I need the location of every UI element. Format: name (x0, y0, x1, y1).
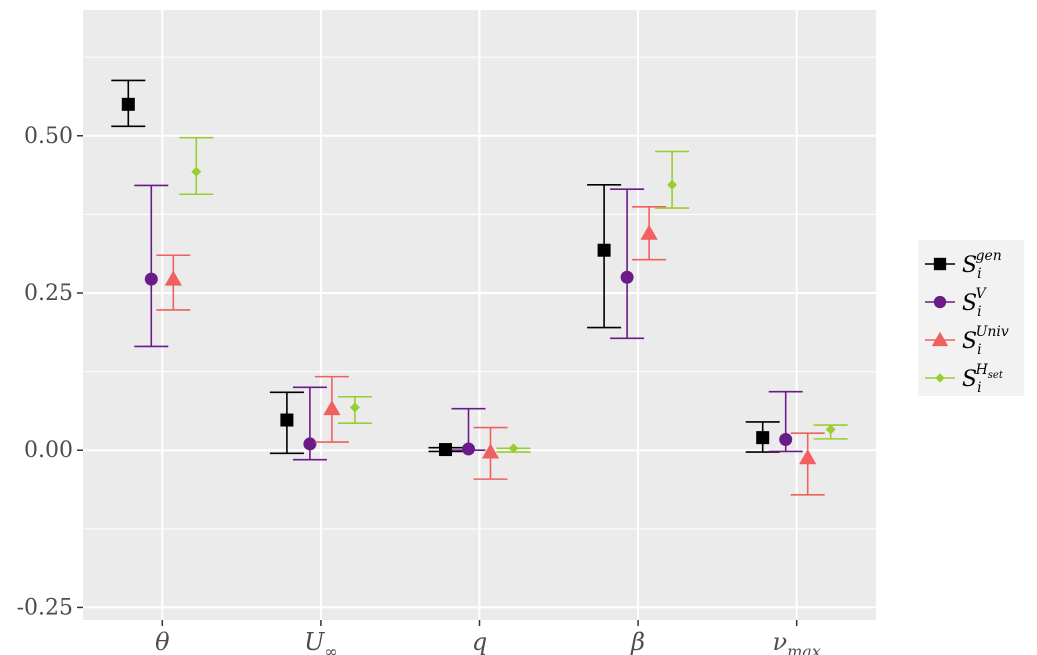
data-point-circle (462, 442, 475, 456)
series-layer (111, 79, 848, 496)
data-point-diamond (825, 424, 836, 435)
legend-key-square (933, 257, 947, 271)
legend-item: Sigen (925, 248, 1002, 282)
legend-key-diamond (935, 373, 945, 383)
x-tick-label: νmax (773, 628, 821, 655)
data-point-square (597, 243, 611, 257)
data-point-square (756, 431, 770, 445)
series-diamond (179, 136, 848, 454)
data-point-triangle (164, 270, 182, 286)
data-point-square (439, 443, 452, 457)
data-point-square (280, 413, 294, 427)
x-tick-label: β (630, 628, 645, 655)
data-point-diamond (191, 166, 202, 177)
x-tick-label: U∞ (304, 628, 338, 655)
data-point-circle (303, 437, 317, 451)
data-point-circle (779, 433, 793, 447)
legend-label: SiV (962, 286, 988, 320)
data-point-triangle (799, 449, 817, 465)
legend-label: Sigen (962, 248, 1002, 282)
y-axis: -0.25 0.00 0.25 0.50 (17, 124, 83, 620)
y-tick-label: 0.00 (24, 438, 73, 463)
legend-item: SiV (925, 286, 988, 320)
data-point-triangle (481, 443, 500, 459)
x-axis: θ U∞ q β νmax (155, 620, 821, 655)
data-point-square (121, 97, 135, 111)
legend-item: SiHset (925, 362, 1004, 396)
x-tick-label: q (472, 628, 487, 655)
data-point-triangle (323, 400, 341, 416)
y-tick-label: -0.25 (17, 595, 73, 620)
data-point-circle (144, 272, 158, 286)
legend: Sigen SiV SiUniv SiHset (918, 240, 1024, 396)
legend-label: SiUniv (962, 324, 1009, 358)
series-square (111, 79, 780, 457)
series-circle (134, 184, 803, 461)
data-point-diamond (349, 402, 360, 413)
legend-item: SiUniv (925, 324, 1009, 358)
legend-key-triangle (931, 331, 949, 347)
data-point-circle (620, 270, 634, 284)
legend-key-circle (933, 295, 947, 309)
data-point-diamond (508, 443, 519, 454)
y-tick-label: 0.50 (24, 124, 73, 149)
x-tick-label: θ (155, 628, 170, 655)
data-point-diamond (667, 179, 678, 190)
y-tick-label: 0.25 (24, 281, 73, 306)
legend-label: SiHset (962, 362, 1004, 396)
series-triangle (156, 206, 825, 496)
data-point-triangle (640, 224, 658, 240)
